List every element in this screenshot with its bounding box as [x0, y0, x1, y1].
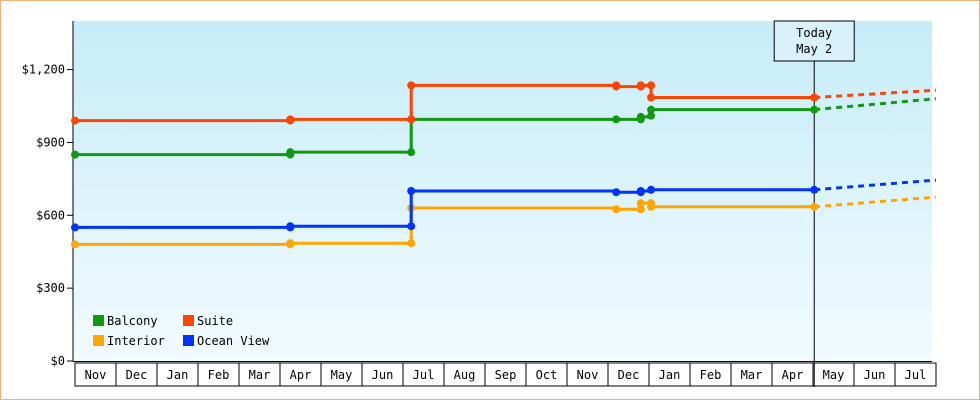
legend-label: Interior	[107, 334, 165, 348]
data-point-ocean-view	[407, 222, 416, 231]
today-marker: Today May 2	[773, 20, 855, 387]
data-point-suite	[810, 93, 819, 102]
data-point-suite	[647, 81, 656, 90]
data-point-suite	[407, 81, 416, 90]
x-tick-label: Aug	[454, 368, 476, 382]
data-point-balcony	[647, 105, 656, 114]
x-axis-month-row: Nov Dec Jan Feb Mar Apr May Jun Jul Aug Sep Oct Nov D…	[73, 361, 937, 387]
x-month-cell	[894, 362, 937, 387]
data-point-ocean-view	[71, 223, 79, 232]
x-tick-label: Apr	[290, 368, 312, 382]
x-tick-label: Apr	[782, 368, 804, 382]
legend-swatch	[183, 335, 194, 346]
x-tick-label: Jun	[372, 368, 394, 382]
x-tick-label: Nov	[85, 368, 107, 382]
data-point-interior	[636, 199, 645, 208]
series-interior	[71, 195, 937, 249]
x-tick-label: Jun	[864, 368, 886, 382]
data-point-balcony	[612, 115, 621, 124]
today-box	[773, 20, 855, 62]
data-point-suite	[71, 116, 79, 125]
data-point-ocean-view	[612, 188, 621, 197]
legend-swatch	[183, 315, 194, 326]
data-point-interior	[612, 205, 621, 214]
x-tick-label: Feb	[700, 368, 722, 382]
legend: Balcony Suite Interior Ocean View	[93, 314, 270, 348]
data-point-suite	[286, 115, 295, 124]
data-point-balcony	[286, 148, 295, 157]
data-point-suite	[407, 115, 416, 124]
y-tick-label: $900	[36, 135, 65, 149]
data-point-interior	[636, 205, 645, 214]
today-date: May 2	[796, 42, 832, 56]
legend-label: Ocean View	[197, 334, 270, 348]
series-suite	[71, 81, 937, 125]
data-point-ocean-view	[407, 187, 416, 195]
series-projection-balcony	[814, 97, 937, 112]
data-point-suite	[636, 81, 645, 90]
legend-swatch	[93, 315, 104, 326]
today-label: Today	[796, 26, 832, 40]
x-tick-label: Sep	[495, 368, 517, 382]
series-balcony	[71, 97, 937, 159]
data-point-interior	[647, 202, 656, 211]
series-projection-interior	[814, 195, 937, 209]
x-tick-label: Nov	[577, 368, 599, 382]
data-point-ocean-view	[810, 185, 819, 194]
x-tick-label: Jan	[659, 368, 681, 382]
x-tick-label: May	[823, 368, 845, 382]
data-point-balcony	[810, 105, 819, 114]
data-point-suite	[612, 82, 621, 91]
data-point-ocean-view	[286, 222, 295, 231]
legend-swatch	[93, 335, 104, 346]
data-point-balcony	[71, 150, 79, 159]
x-tick-label: Oct	[536, 368, 558, 382]
y-tick-label: $300	[36, 281, 65, 295]
x-tick-label: May	[331, 368, 353, 382]
y-tick-label: $1,200	[22, 63, 65, 77]
x-tick-label: Jul	[413, 368, 435, 382]
legend-label: Balcony	[107, 314, 158, 328]
x-tick-label: Jan	[167, 368, 189, 382]
y-tick-label: $0	[51, 354, 65, 368]
x-tick-label: Jul	[905, 368, 927, 382]
x-tick-label: Dec	[618, 368, 640, 382]
data-point-balcony	[636, 112, 645, 121]
x-tick-label: Dec	[126, 368, 148, 382]
series-projection-suite	[814, 88, 937, 99]
x-tick-label: Mar	[249, 368, 271, 382]
x-tick-label: Feb	[208, 368, 230, 382]
data-point-balcony	[647, 111, 656, 120]
series-ocean-view	[71, 178, 937, 232]
x-axis-band	[73, 361, 932, 387]
y-axis: $0 $300 $600 $900 $1,200	[22, 21, 932, 368]
data-point-interior	[407, 239, 416, 248]
data-point-suite	[647, 93, 656, 102]
data-point-ocean-view	[647, 185, 656, 194]
y-tick-label: $600	[36, 208, 65, 222]
data-point-interior	[810, 202, 819, 211]
series-lines	[71, 81, 937, 249]
legend-label: Suite	[197, 314, 233, 328]
series-projection-ocean-view	[814, 178, 937, 192]
data-point-interior	[286, 239, 295, 248]
data-point-balcony	[407, 148, 416, 157]
data-point-ocean-view	[636, 187, 645, 195]
data-point-interior	[71, 240, 79, 249]
x-tick-label: Mar	[741, 368, 763, 382]
